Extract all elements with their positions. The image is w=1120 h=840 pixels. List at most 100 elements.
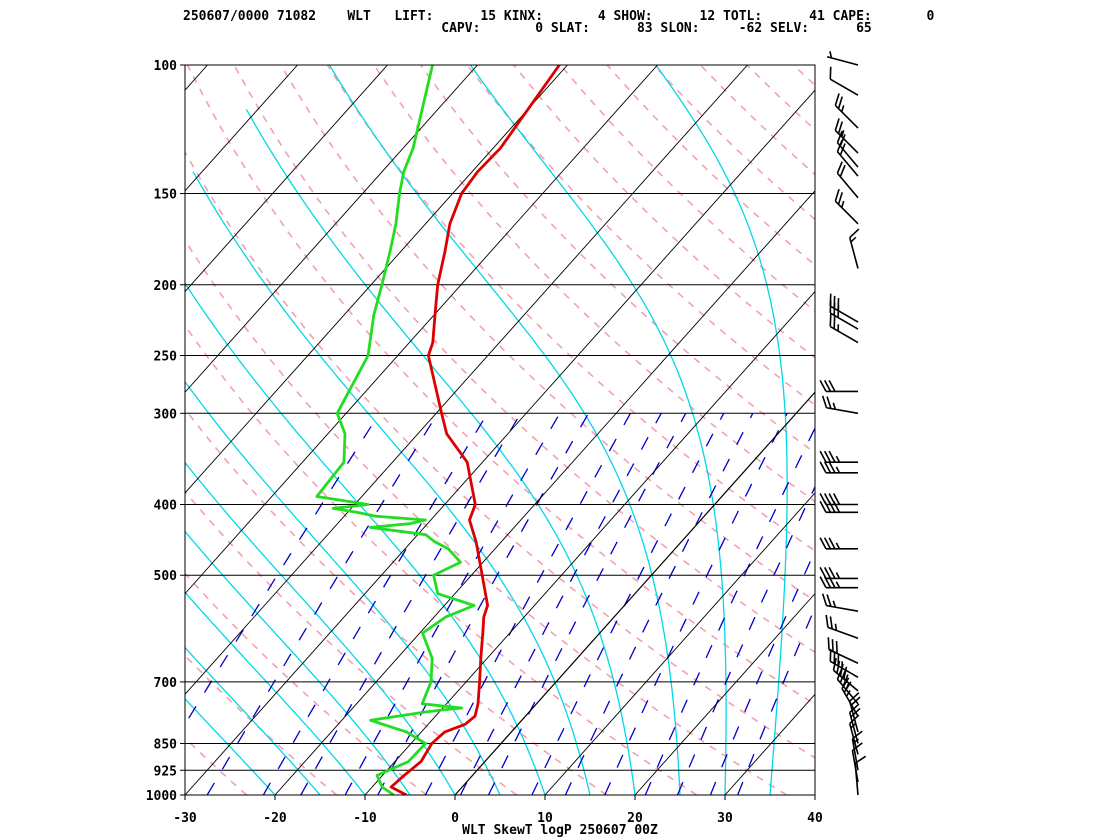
- plot-frame: [184, 64, 816, 796]
- wind-barb-feather: [851, 730, 863, 740]
- wind-barb-shaft: [826, 604, 859, 612]
- wind-barb-feather: [837, 192, 843, 205]
- isotherm-line: [185, 65, 478, 393]
- mixing-ratio-line: [531, 412, 725, 795]
- wind-barb-feather: [839, 164, 846, 177]
- wind-barb-column: [819, 51, 867, 796]
- sounding-header-line-1: 250607/0000 71082 WLT LIFT: 15 KINX: 4 S…: [183, 9, 935, 24]
- mixing-ratio-line: [676, 485, 815, 795]
- isotherm-line: [0, 65, 118, 795]
- wind-barb: [836, 139, 859, 177]
- wind-barb-shaft: [834, 104, 859, 129]
- mixing-ratio-line: [604, 413, 788, 795]
- wind-barb: [819, 380, 858, 393]
- wind-barb-feather: [839, 143, 846, 156]
- wind-barb-feather: [851, 742, 863, 752]
- temperature-tick-label: -10: [353, 811, 377, 826]
- wind-barb: [826, 51, 859, 66]
- isotherm-line: [185, 65, 298, 192]
- dry-adiabat-line: [933, 65, 1120, 795]
- mixing-ratio-line: [709, 549, 815, 795]
- wind-barb: [819, 566, 858, 580]
- wind-barb-shaft: [851, 738, 859, 771]
- dry-adiabat-line: [0, 65, 157, 795]
- mixing-ratio-line: [737, 606, 815, 795]
- wind-barb: [819, 500, 858, 514]
- wind-barb-feather: [823, 537, 832, 550]
- wind-barb: [841, 677, 859, 717]
- wind-barb-shaft: [828, 649, 859, 664]
- wind-barb-feather: [835, 455, 841, 463]
- wind-barb-feather: [835, 542, 841, 550]
- wind-barb-feather: [849, 228, 860, 239]
- temperature-tick-label: -20: [263, 811, 287, 826]
- dry-adiabat-line: [980, 65, 1120, 795]
- moist-adiabat-line: [185, 380, 501, 795]
- dry-adiabat-line: [1073, 65, 1120, 795]
- wind-barb: [819, 461, 858, 474]
- wind-barb-feather: [837, 96, 843, 109]
- wind-barb-feather: [854, 755, 867, 764]
- wind-barb-feather: [821, 395, 828, 408]
- wind-barb: [834, 118, 859, 154]
- dry-adiabat-line: [1027, 65, 1120, 795]
- wind-barb: [819, 537, 858, 550]
- isotherm-line: [185, 65, 388, 293]
- wind-barb-feather: [819, 576, 827, 589]
- dewpoint-profile-line: [315, 65, 476, 795]
- pressure-tick-label: 925: [154, 764, 177, 779]
- mixing-ratio-line: [487, 412, 687, 795]
- isobar-lines: [180, 64, 815, 796]
- wind-barb: [854, 755, 867, 796]
- pressure-tick-label: 400: [154, 499, 178, 514]
- isotherm-line: [544, 492, 815, 795]
- pressure-tick-label: 300: [154, 407, 178, 422]
- wind-barb-feather: [832, 600, 837, 608]
- dry-adiabat-line: [186, 65, 815, 706]
- dry-adiabat-line: [699, 65, 815, 176]
- wind-barb-feather: [832, 402, 837, 410]
- wind-barb-feather: [845, 690, 851, 697]
- wind-barb-feather: [836, 130, 843, 143]
- moist-adiabat-line: [185, 461, 456, 795]
- temperature-tick-label: 20: [627, 811, 643, 826]
- moist-adiabat-line: [185, 530, 411, 795]
- wind-barb-feather: [840, 105, 845, 113]
- pressure-tick-label: 1000: [146, 789, 177, 804]
- wind-barb-feather: [835, 581, 841, 589]
- wind-barb-feather: [821, 593, 828, 606]
- pressure-tick-label: 700: [154, 676, 178, 691]
- isotherm-line: [185, 65, 748, 695]
- isotherm-line: [364, 290, 815, 795]
- pressure-tick-label: 250: [154, 349, 178, 364]
- wind-barb-feather: [826, 594, 832, 607]
- wind-barb-feather: [836, 161, 843, 174]
- wind-barb-shaft: [848, 712, 859, 744]
- wind-barb: [827, 637, 859, 664]
- dry-adiabat-line: [513, 65, 815, 359]
- dry-adiabat-line: [185, 572, 428, 795]
- wind-barb-feather: [831, 639, 834, 652]
- pressure-tick-label: 500: [154, 569, 178, 584]
- dry-adiabat-line: [373, 65, 815, 503]
- mixing-ratio-line: [206, 412, 439, 795]
- wind-barb-feather: [849, 714, 860, 725]
- moist-adiabat-line: [185, 591, 366, 795]
- wind-barb-feather: [826, 396, 832, 409]
- wind-barb-feather: [829, 616, 833, 629]
- wind-barb: [836, 161, 859, 199]
- wind-barb-feather: [835, 641, 838, 654]
- wind-barb-shaft: [826, 55, 859, 66]
- pressure-tick-label: 850: [154, 737, 178, 752]
- wind-barb-feather: [832, 493, 841, 505]
- wind-barb-feather: [828, 461, 836, 474]
- wind-barb-feather: [828, 576, 836, 589]
- wind-barb-feather: [819, 537, 827, 550]
- dry-adiabat-line: [233, 65, 815, 654]
- wind-barb-shaft: [836, 142, 859, 168]
- wind-barb-feather: [832, 500, 841, 513]
- wind-barb-feather: [823, 576, 832, 589]
- wind-barb-feather: [828, 566, 836, 579]
- mixing-ratio-line: [300, 412, 522, 795]
